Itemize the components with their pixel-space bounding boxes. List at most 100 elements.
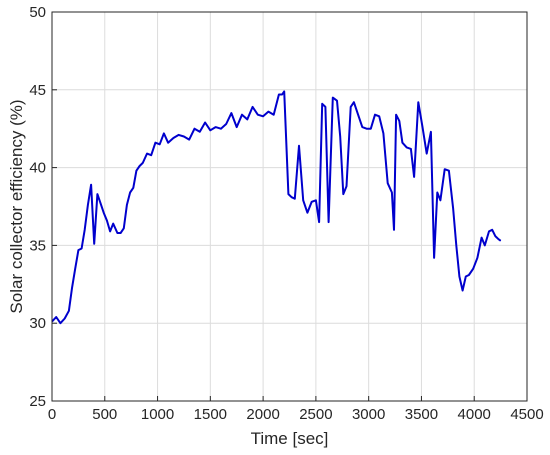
series-line	[51, 90, 502, 325]
x-tick-label: 4000	[458, 406, 491, 423]
data-point	[494, 235, 496, 237]
data-point	[481, 237, 483, 239]
x-axis-ticks: 0 500 1000 1500 2000 2500 3000 3500 4000 4500	[48, 396, 544, 423]
data-point	[220, 128, 222, 130]
x-tick-label: 2000	[246, 406, 279, 423]
data-point	[246, 118, 248, 120]
y-tick-label: 30	[29, 315, 46, 332]
data-point	[346, 185, 347, 187]
data-point	[311, 201, 313, 203]
data-point	[332, 97, 334, 99]
y-axis-title: Solar collector efficiency (%)	[7, 99, 26, 313]
data-point	[417, 101, 419, 103]
data-point	[298, 145, 300, 147]
data-point	[406, 146, 408, 148]
data-point	[146, 153, 148, 155]
data-point	[391, 192, 393, 193]
data-point	[126, 204, 128, 206]
data-point	[458, 276, 460, 277]
data-point	[120, 232, 122, 234]
data-point	[287, 193, 289, 195]
data-point	[64, 318, 66, 319]
data-point	[361, 126, 363, 128]
data-point	[342, 193, 344, 195]
data-point	[472, 268, 474, 270]
data-point	[410, 148, 412, 150]
x-tick-label: 500	[92, 406, 117, 423]
data-point	[236, 126, 238, 128]
data-point	[324, 106, 326, 108]
data-point	[87, 204, 89, 206]
data-point	[278, 94, 280, 95]
x-tick-label: 3000	[352, 406, 385, 423]
y-tick-label: 50	[29, 4, 46, 21]
data-point	[100, 202, 102, 204]
data-point	[294, 198, 296, 200]
data-point	[178, 134, 180, 136]
data-point	[116, 232, 118, 234]
data-point	[436, 192, 438, 193]
data-point	[328, 221, 330, 223]
plot-frame	[51, 11, 528, 402]
data-point	[241, 114, 243, 116]
data-point	[357, 114, 359, 116]
y-tick-label: 40	[29, 160, 46, 177]
data-point	[150, 154, 152, 156]
x-tick-label: 1000	[141, 406, 174, 423]
data-point	[422, 126, 423, 128]
data-point	[267, 111, 269, 113]
data-point	[59, 322, 61, 324]
data-point	[321, 103, 323, 105]
data-point	[68, 310, 70, 312]
data-point	[225, 123, 227, 125]
data-point	[139, 165, 141, 167]
data-point	[378, 115, 380, 117]
grid	[51, 11, 528, 402]
data-point	[129, 192, 131, 193]
y-axis-ticks: 25 30 35 40 45 50	[29, 4, 57, 410]
data-point	[455, 244, 457, 246]
data-point	[387, 182, 389, 184]
data-point	[413, 176, 415, 178]
data-point	[273, 114, 275, 116]
data-point	[318, 221, 320, 223]
data-point	[199, 131, 201, 133]
data-point	[204, 122, 206, 123]
data-point	[306, 212, 308, 214]
data-point	[395, 114, 397, 116]
data-point	[90, 184, 92, 186]
data-point	[71, 286, 73, 288]
data-point	[81, 248, 83, 249]
data-point	[426, 153, 428, 155]
y-tick-label: 35	[29, 237, 46, 254]
data-point	[109, 230, 111, 232]
x-tick-label: 0	[48, 406, 56, 423]
data-point	[135, 170, 137, 172]
data-point	[142, 162, 144, 164]
data-point	[188, 139, 190, 141]
data-point	[302, 199, 304, 201]
data-point	[74, 268, 76, 270]
data-point	[291, 196, 293, 198]
data-point	[468, 274, 470, 276]
data-point	[382, 132, 384, 134]
data-point	[448, 170, 450, 172]
data-point	[336, 100, 338, 102]
data-point	[112, 223, 114, 225]
data-point	[439, 199, 441, 201]
data-point	[366, 128, 368, 130]
x-tick-label: 3500	[405, 406, 438, 423]
data-point	[262, 115, 264, 117]
data-point	[230, 112, 232, 114]
data-point	[500, 240, 502, 242]
data-point	[96, 193, 98, 195]
data-point	[476, 257, 478, 259]
data-point	[491, 229, 493, 231]
data-point	[252, 106, 254, 108]
data-point	[401, 142, 403, 144]
data-point	[209, 129, 211, 131]
data-point	[167, 142, 169, 144]
data-point	[444, 168, 446, 170]
